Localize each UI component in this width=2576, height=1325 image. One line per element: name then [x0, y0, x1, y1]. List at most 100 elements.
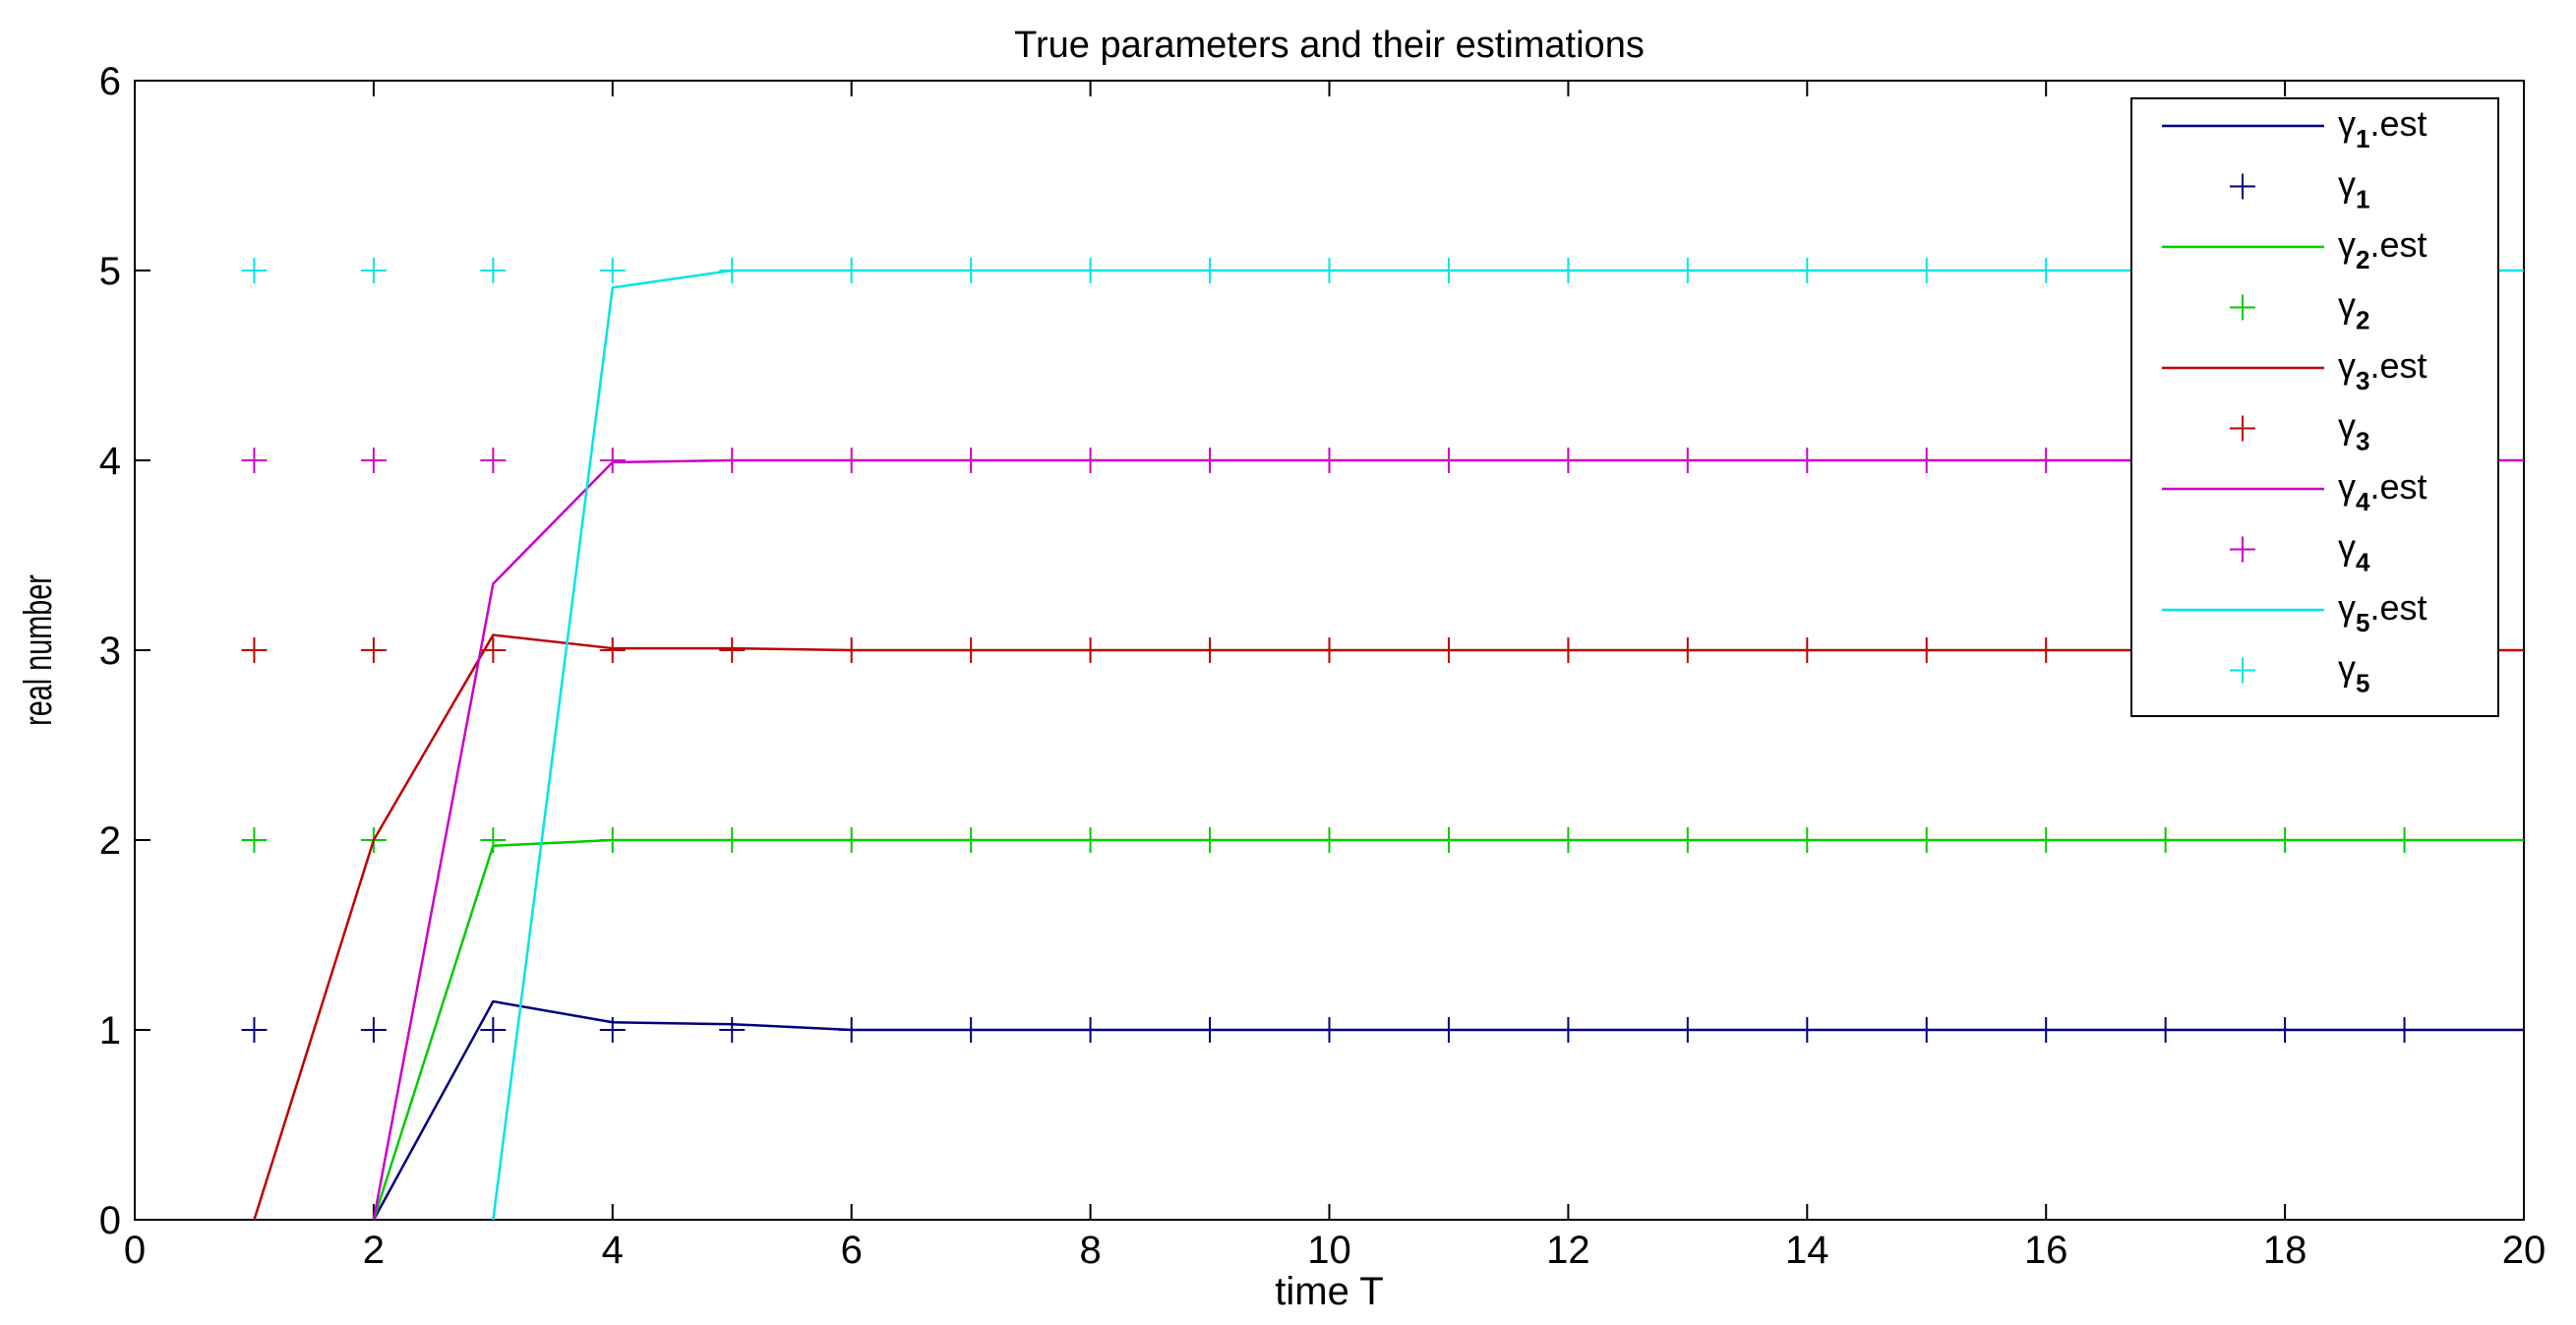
data-point-marker	[1913, 448, 1940, 473]
data-point-marker	[1077, 1017, 1104, 1043]
series-markers-4	[241, 827, 2418, 853]
data-point-marker	[1913, 258, 1940, 283]
data-point-marker	[241, 637, 268, 663]
data-point-marker	[1913, 1017, 1940, 1043]
data-point-marker	[958, 1017, 985, 1043]
x-tick-label: 0	[124, 1229, 146, 1272]
series-line-5	[253, 633, 2524, 1221]
legend-symbol: γ	[2338, 466, 2356, 507]
data-point-marker	[2391, 1017, 2418, 1043]
data-point-marker	[2033, 258, 2060, 283]
data-point-marker	[2033, 637, 2060, 663]
x-tick-label: 2	[363, 1229, 385, 1272]
data-point-marker	[241, 448, 268, 473]
series-markers-8	[241, 448, 2418, 473]
data-point-marker	[838, 1017, 865, 1043]
data-point-marker	[2391, 827, 2418, 853]
y-tick-label: 6	[99, 60, 121, 103]
data-point-marker	[2033, 827, 2060, 853]
data-point-marker	[360, 448, 387, 473]
data-point-marker	[599, 637, 626, 663]
x-tick-label: 12	[1546, 1229, 1590, 1272]
legend-suffix: .est	[2369, 466, 2426, 507]
data-point-marker	[719, 827, 746, 853]
data-point-marker	[1316, 637, 1343, 663]
legend-item: γ4	[2230, 527, 2370, 577]
legend-item: γ2	[2230, 285, 2369, 335]
data-point-marker	[719, 637, 746, 663]
legend-box	[2130, 97, 2499, 717]
legend-item: γ2.est	[2162, 224, 2427, 274]
legend-item: γ3	[2230, 406, 2369, 456]
legend-subscript: 4	[2356, 548, 2370, 577]
x-tick-label: 4	[602, 1229, 624, 1272]
data-point-marker	[958, 258, 985, 283]
legend-subscript: 4	[2356, 487, 2370, 516]
data-point-marker	[2272, 827, 2299, 853]
data-point-marker	[1913, 637, 1940, 663]
data-point-marker	[1794, 827, 1821, 853]
data-point-marker	[1435, 448, 1462, 473]
data-point-marker	[719, 1017, 746, 1043]
x-tick-label: 20	[2502, 1229, 2546, 1272]
x-axis-label: time T	[1275, 1270, 1383, 1313]
legend-subscript: 5	[2356, 608, 2369, 637]
legend-subscript: 3	[2356, 366, 2369, 395]
y-tick-label: 1	[99, 1009, 121, 1053]
data-point-marker	[1674, 1017, 1701, 1043]
data-point-marker	[1077, 827, 1104, 853]
x-tick-label: 6	[841, 1229, 863, 1272]
legend-symbol: γ	[2338, 587, 2356, 628]
data-point-marker	[1555, 827, 1582, 853]
data-point-marker	[958, 637, 985, 663]
y-tick-label: 3	[99, 630, 121, 673]
legend-label: γ5.est	[2338, 587, 2427, 637]
legend-suffix: .est	[2369, 345, 2426, 386]
data-point-marker	[1674, 827, 1701, 853]
legend-item: γ1.est	[2162, 103, 2427, 153]
data-point-marker	[599, 448, 626, 473]
data-point-marker	[1794, 448, 1821, 473]
legend-item: γ5	[2230, 648, 2369, 698]
legend-suffix: .est	[2369, 587, 2426, 628]
x-tick-label: 16	[2024, 1229, 2068, 1272]
legend-label: γ1.est	[2338, 103, 2427, 153]
data-point-marker	[241, 1017, 268, 1043]
data-point-marker	[1316, 258, 1343, 283]
data-point-marker	[719, 448, 746, 473]
data-point-marker	[480, 637, 507, 663]
legend-label: γ4	[2338, 527, 2370, 577]
legend-marker-swatch	[2230, 415, 2255, 442]
data-point-marker	[1674, 637, 1701, 663]
y-axis-label: real number	[16, 574, 60, 726]
data-point-marker	[1794, 1017, 1821, 1043]
data-point-marker	[360, 637, 387, 663]
data-point-marker	[1077, 637, 1104, 663]
data-point-marker	[480, 827, 507, 853]
legend-subscript: 1	[2356, 124, 2369, 153]
data-point-marker	[1197, 1017, 1224, 1043]
legend-symbol: γ	[2338, 224, 2356, 265]
data-point-marker	[1674, 258, 1701, 283]
legend-symbol: γ	[2338, 648, 2356, 689]
y-tick-label: 2	[99, 819, 121, 863]
data-point-marker	[838, 448, 865, 473]
legend-symbol: γ	[2338, 164, 2356, 205]
x-tick-label: 10	[1307, 1229, 1351, 1272]
data-point-marker	[599, 1017, 626, 1043]
data-point-marker	[838, 258, 865, 283]
data-point-marker	[2152, 1017, 2179, 1043]
legend-marker-swatch	[2230, 657, 2255, 684]
legend-subscript: 5	[2356, 669, 2369, 698]
legend-item: γ3.est	[2162, 345, 2427, 395]
data-point-marker	[838, 827, 865, 853]
x-tick-label: 8	[1079, 1229, 1101, 1272]
data-point-marker	[241, 827, 268, 853]
data-point-marker	[1674, 448, 1701, 473]
data-point-marker	[1197, 637, 1224, 663]
series-markers-2	[241, 1017, 2418, 1043]
legend-marker-swatch	[2230, 173, 2255, 200]
